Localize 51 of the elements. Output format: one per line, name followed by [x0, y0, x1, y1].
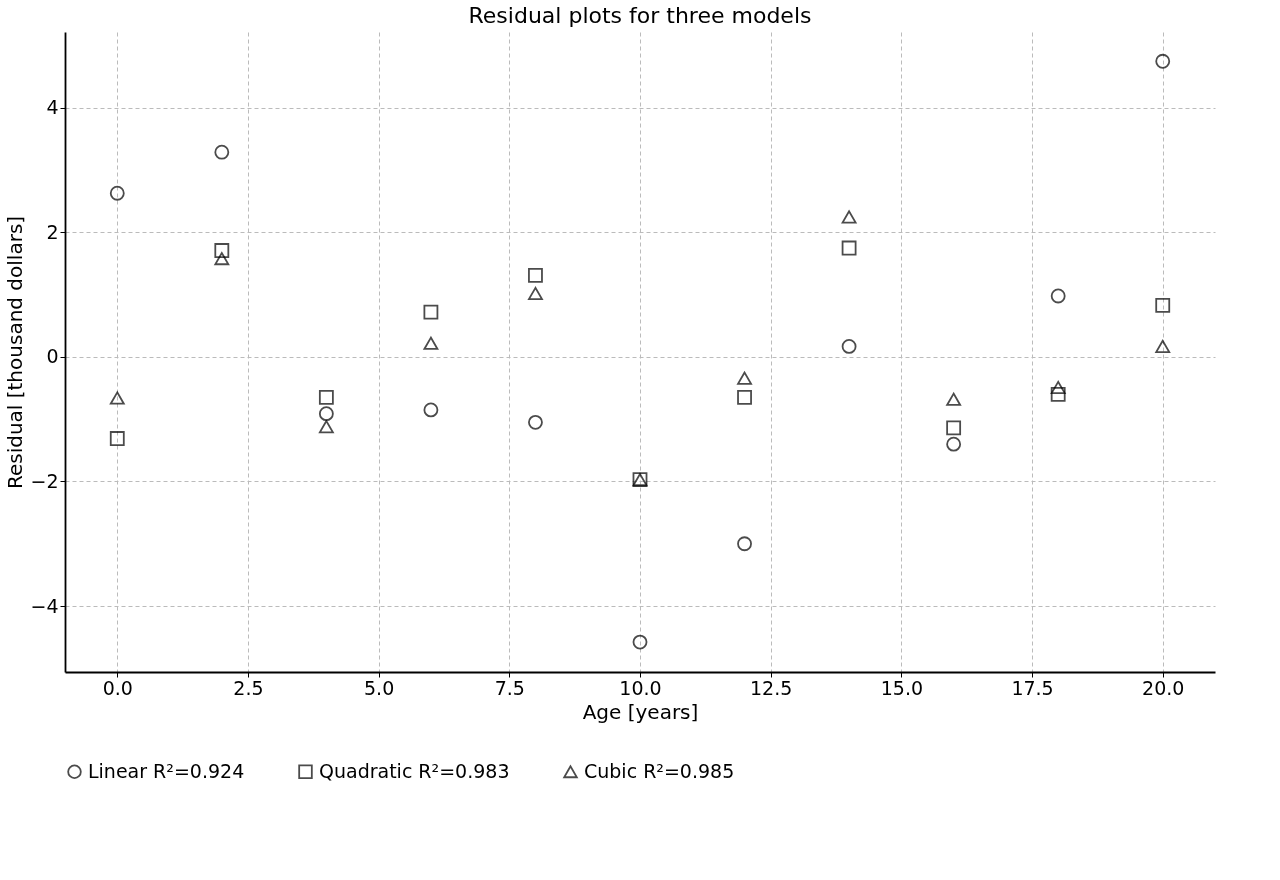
point [1050, 386, 1066, 402]
y-axis-title: Residual [thousand dollars] [3, 215, 28, 490]
x-axis-title: Age [years] [582, 699, 699, 724]
point [109, 431, 125, 446]
point [946, 436, 962, 452]
legend-label: Cubic R²=0.985 [584, 759, 735, 782]
point [423, 336, 439, 350]
point [1155, 339, 1171, 353]
point [946, 420, 962, 436]
point [318, 390, 334, 405]
x-tick-label: 15.0 [880, 676, 924, 699]
point [632, 634, 648, 650]
x-tick-label: 7.5 [494, 676, 525, 699]
point [946, 392, 962, 406]
point [423, 402, 439, 418]
point [318, 406, 334, 422]
point [737, 536, 752, 552]
x-tick-label: 20.0 [1142, 676, 1185, 699]
point [109, 185, 125, 201]
y-tick-label: −2 [30, 469, 59, 492]
point [1155, 53, 1171, 69]
point [528, 286, 543, 301]
point [1050, 380, 1066, 395]
legend-label: Linear R²=0.924 [88, 759, 245, 782]
point [841, 338, 857, 354]
legend-label: Quadratic R²=0.983 [319, 759, 510, 782]
x-tick-label: 17.5 [1011, 676, 1054, 699]
x-tick-label: 10.0 [619, 676, 662, 699]
point [528, 268, 543, 283]
point [109, 391, 125, 405]
chart-title: Residual plots for three models [468, 3, 812, 28]
point [423, 304, 439, 320]
x-tick-label: 12.5 [750, 676, 793, 699]
point [318, 420, 334, 434]
point [737, 371, 752, 385]
y-tick-label: 4 [46, 96, 59, 119]
point [841, 240, 857, 256]
point [1155, 297, 1171, 313]
y-tick-label: 2 [46, 220, 59, 243]
y-tick-label: 0 [46, 345, 59, 368]
point [737, 390, 752, 405]
point [214, 144, 230, 160]
x-tick-label: 5.0 [364, 676, 395, 699]
point [528, 414, 543, 430]
x-tick-label: 2.5 [233, 676, 264, 699]
point [214, 252, 230, 266]
point [214, 243, 230, 258]
point [841, 210, 857, 224]
y-tick-label: −4 [30, 594, 59, 617]
x-tick-label: 0.0 [102, 676, 133, 699]
point [1050, 288, 1066, 304]
